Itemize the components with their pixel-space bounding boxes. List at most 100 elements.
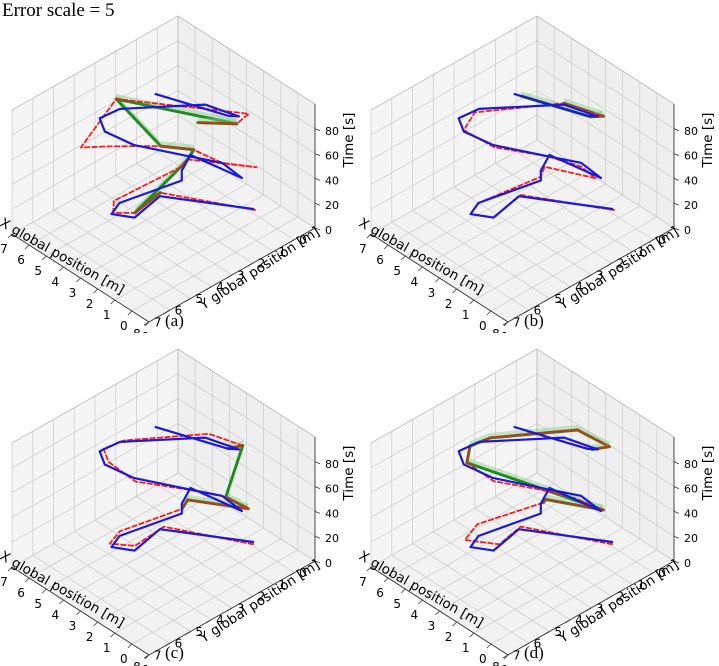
z-tick-label: 80 <box>684 125 698 138</box>
y-tick <box>469 299 475 305</box>
y-tick <box>486 310 492 316</box>
z-tick <box>314 153 321 156</box>
y-tick-label: 2 <box>86 630 94 644</box>
z-tick <box>673 128 680 132</box>
z-tick-label: 20 <box>325 199 339 212</box>
x-tick <box>247 262 253 267</box>
y-tick-label: 6 <box>376 586 384 600</box>
x-tick-label: 4 <box>575 280 583 294</box>
x-tick-label: 0 <box>299 233 307 247</box>
y-tick-label: 4 <box>411 275 419 289</box>
x-tick-label: 3 <box>237 268 245 282</box>
x-tick-label: 4 <box>216 613 224 627</box>
subplot-b-label: (b) <box>524 311 544 330</box>
x-tick-label: 1 <box>278 578 286 592</box>
x-tick <box>627 584 633 588</box>
x-tick <box>289 239 295 244</box>
subplot-a-label: (a) <box>165 311 184 330</box>
x-tick <box>606 595 612 600</box>
subplot-c: 012345678−101234567020406080X global pos… <box>0 333 360 666</box>
z-tick-label: 20 <box>684 199 698 212</box>
uncertainty-segment <box>224 444 245 499</box>
x-tick <box>206 286 212 291</box>
y-tick-label: −1 <box>491 663 509 666</box>
figure-title: Error scale = 5 <box>2 0 115 21</box>
z-tick <box>673 560 680 564</box>
z-tick-label: 40 <box>325 507 339 520</box>
x-tick-label: 0 <box>658 233 666 247</box>
y-tick <box>366 233 372 239</box>
y-tick <box>435 277 440 283</box>
x-tick-label: 2 <box>258 590 266 604</box>
y-tick <box>24 577 30 583</box>
y-tick <box>383 244 389 250</box>
x-tick <box>668 560 675 565</box>
x-tick <box>544 631 550 635</box>
x-tick-label: 6 <box>175 637 183 651</box>
y-tick <box>452 288 457 294</box>
x-tick-label: 1 <box>637 578 645 592</box>
y-tick <box>144 321 150 327</box>
y-tick <box>435 610 440 616</box>
y-tick <box>93 621 98 627</box>
y-tick-label: 7 <box>359 242 367 256</box>
y-tick-label: 6 <box>17 586 25 600</box>
y-tick-label: 5 <box>34 264 42 278</box>
x-tick-label: 3 <box>237 601 245 615</box>
x-tick-label: 5 <box>554 292 562 306</box>
x-tick-label: 7 <box>154 315 162 329</box>
subplot-b-svg: 012345678−101234567020406080X global pos… <box>359 15 716 333</box>
y-tick <box>418 266 423 272</box>
x-tick <box>309 560 316 565</box>
x-tick <box>544 298 550 302</box>
x-tick <box>268 584 274 588</box>
x-tick-label: 0 <box>299 566 307 580</box>
y-tick-label: 5 <box>393 264 401 278</box>
y-tick <box>469 632 475 638</box>
z-tick <box>314 511 321 514</box>
subplot-d-svg: 012345678−101234567020406080X global pos… <box>359 348 716 666</box>
z-tick <box>673 227 680 231</box>
uncertainty-segment <box>114 97 239 126</box>
y-tick-label: 4 <box>411 608 419 622</box>
z-tick <box>673 202 680 206</box>
y-tick-label: 3 <box>69 286 77 300</box>
z-tick-label: 60 <box>325 150 339 163</box>
y-tick <box>7 233 13 239</box>
x-tick <box>289 572 295 577</box>
z-axis-label: Time [s] <box>341 446 357 502</box>
z-tick-label: 20 <box>325 532 339 545</box>
y-tick <box>76 610 81 616</box>
z-tick <box>673 511 680 514</box>
subplot-a-svg: 012345678−101234567020406080X global pos… <box>0 15 357 333</box>
y-tick <box>24 244 30 250</box>
y-tick <box>383 577 389 583</box>
pane-edges <box>11 348 316 473</box>
x-tick-label: 6 <box>175 304 183 318</box>
subplot-c-svg: 012345678−101234567020406080X global pos… <box>0 348 357 666</box>
y-tick-label: 1 <box>462 641 470 655</box>
y-tick-label: 3 <box>69 619 77 633</box>
z-tick <box>314 202 321 206</box>
y-tick-label: −1 <box>491 330 509 333</box>
x-tick <box>268 251 274 255</box>
y-tick-label: 5 <box>34 597 42 611</box>
y-tick-label: 4 <box>52 275 60 289</box>
z-tick-label: 0 <box>684 557 691 570</box>
subplot-b: 012345678−101234567020406080X global pos… <box>359 0 719 333</box>
subplot-d-label: (d) <box>524 643 544 662</box>
x-tick <box>226 274 233 279</box>
pane-edges <box>370 15 675 140</box>
x-tick <box>185 298 191 302</box>
x-tick-label: 7 <box>513 315 521 329</box>
y-tick <box>110 632 116 638</box>
z-tick <box>314 535 321 539</box>
z-tick <box>673 153 680 156</box>
y-tick-label: 1 <box>103 641 111 655</box>
x-tick-label: 1 <box>637 245 645 259</box>
pane-edges <box>11 15 316 140</box>
x-tick-label: 5 <box>195 292 203 306</box>
z-tick-label: 0 <box>684 224 691 237</box>
z-axis-label: Time [s] <box>700 446 716 502</box>
